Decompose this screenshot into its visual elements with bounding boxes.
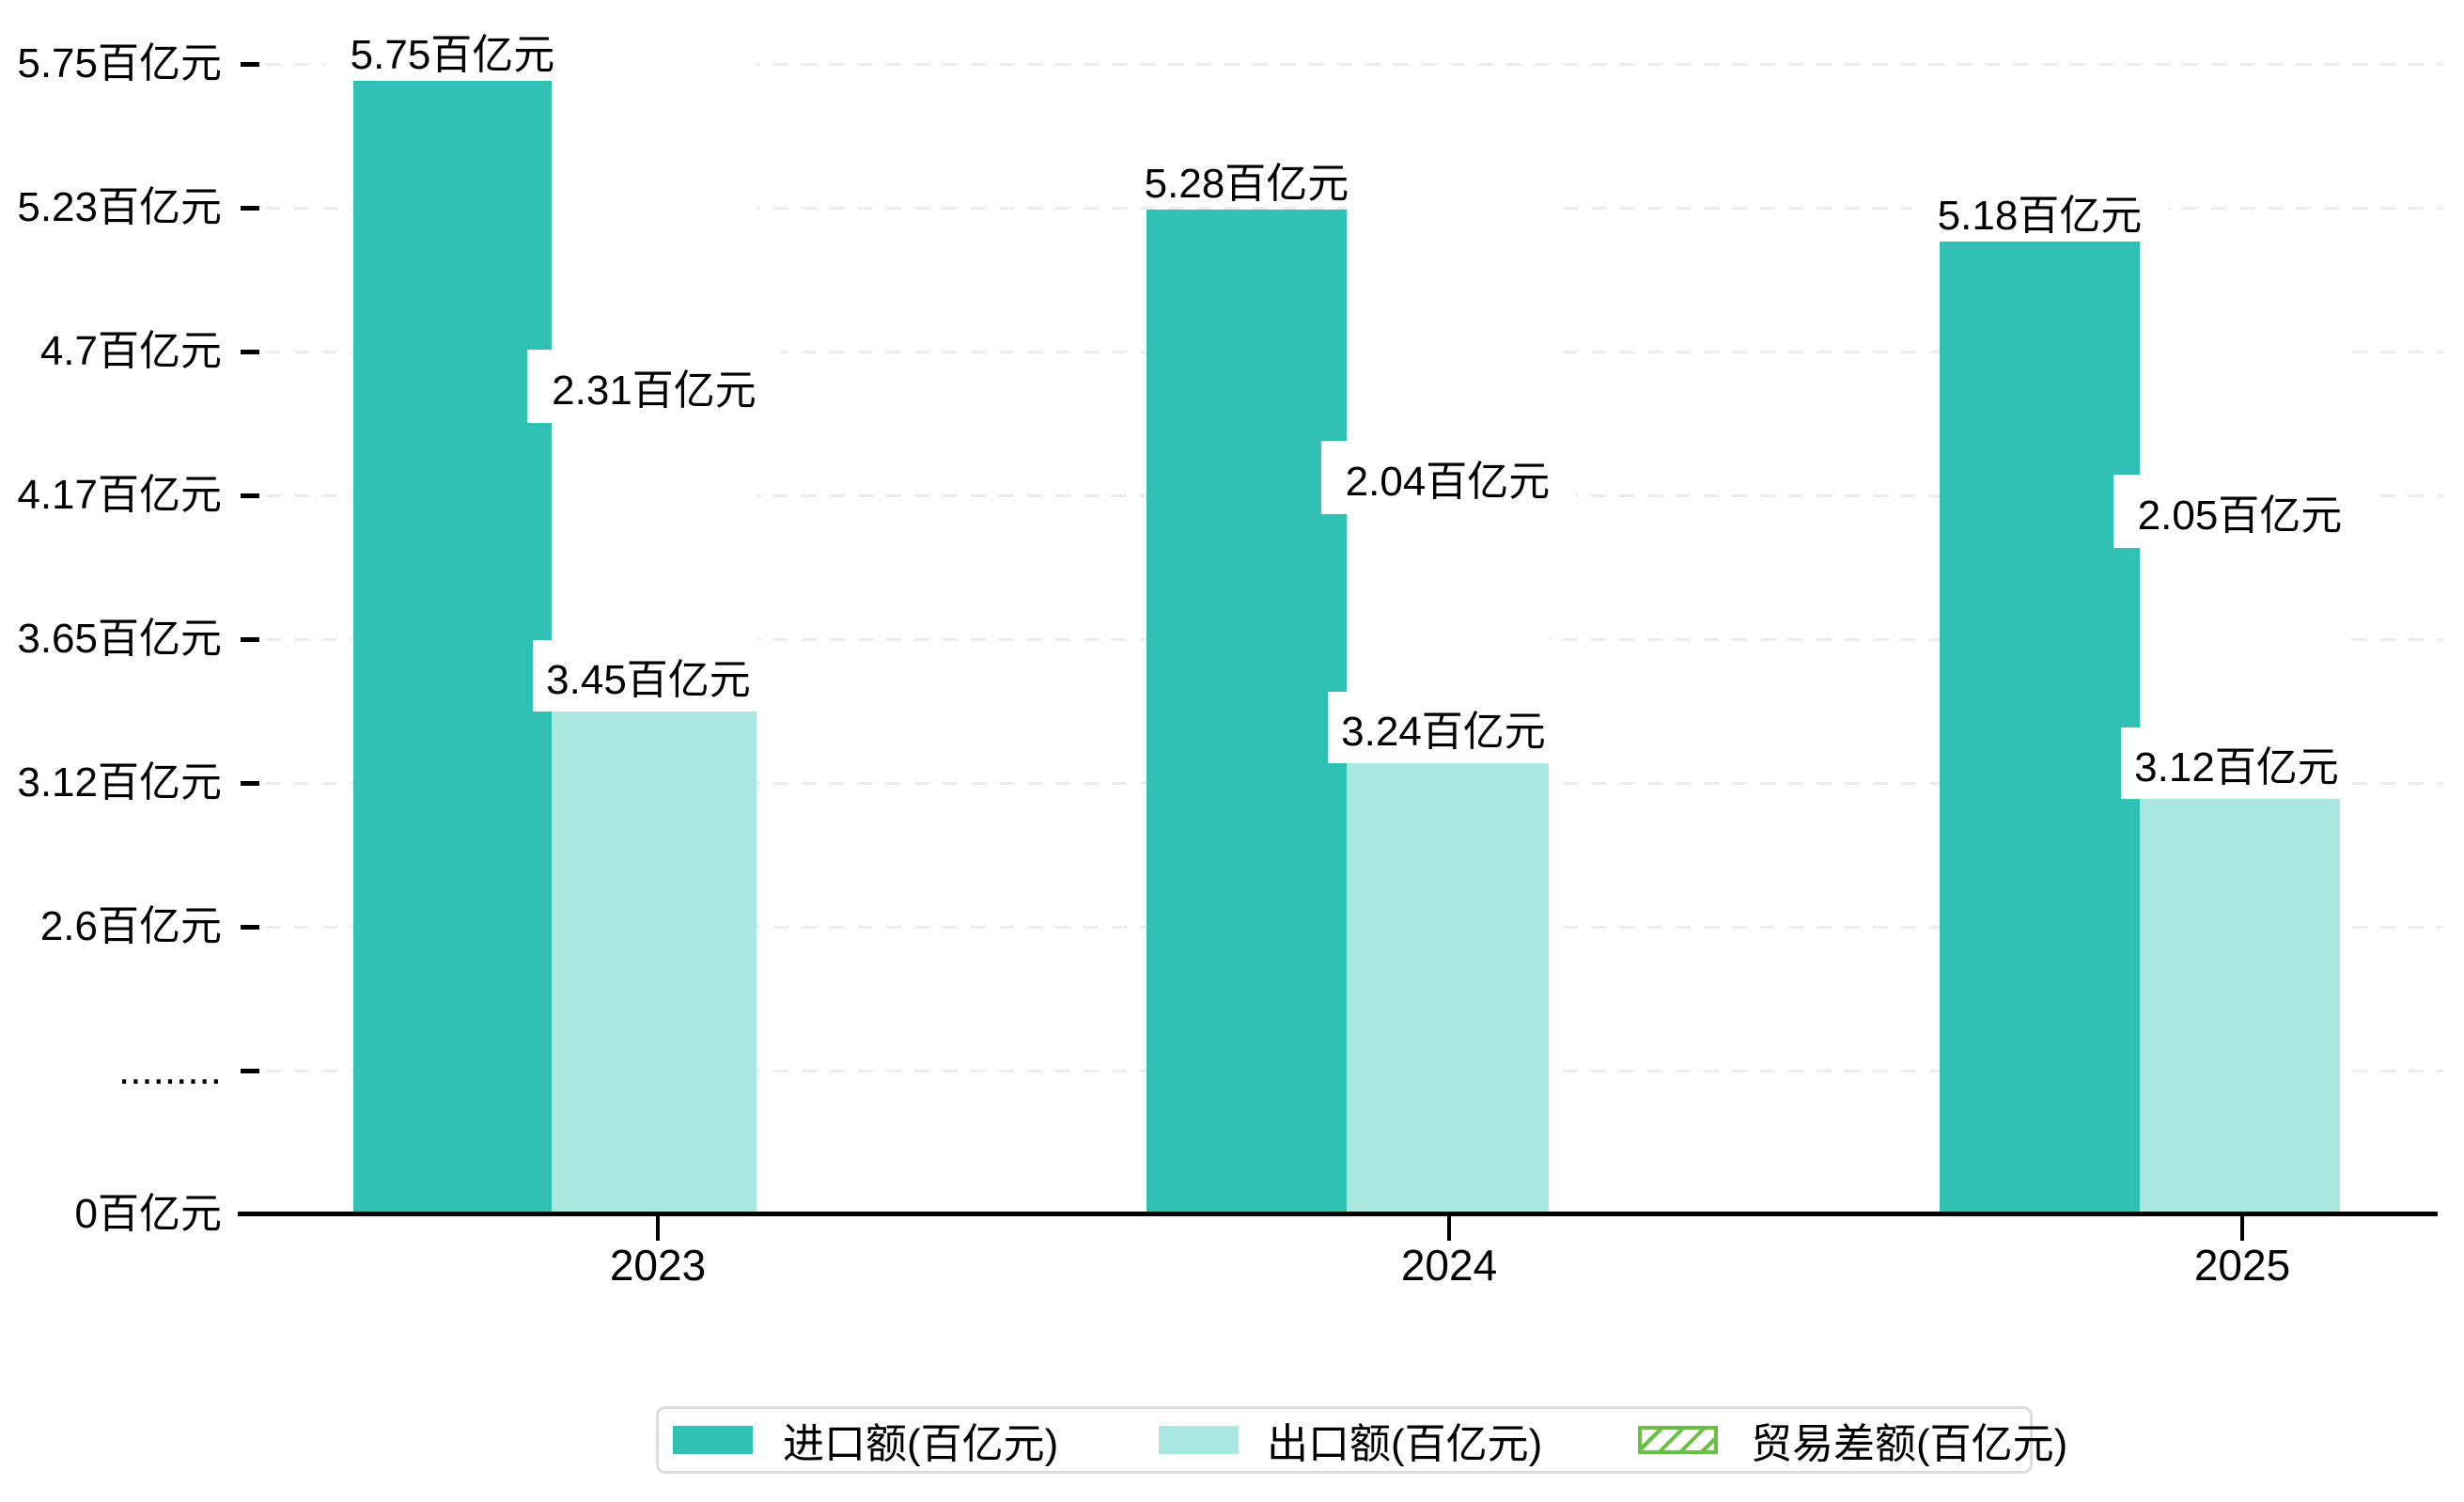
- label-import-2023: 5.75百亿元: [325, 26, 580, 78]
- legend-import-label: 进口额(百亿元): [783, 1421, 1059, 1467]
- x-tick-mark-2025: [2240, 1216, 2244, 1241]
- y-tick-mark-2: [241, 350, 259, 354]
- legend-export-swatch: [1159, 1426, 1239, 1454]
- bar-import-2025: [1940, 242, 2140, 1212]
- y-tick-mark-5: [241, 781, 259, 786]
- x-tick-mark-2023: [656, 1216, 660, 1241]
- y-tick-label-1: 5.23百亿元: [17, 184, 222, 230]
- label-import-2025: 5.18百亿元: [1911, 187, 2168, 239]
- label-export-2024: 3.24百亿元: [1328, 692, 1559, 763]
- y-tick-mark-6: [241, 925, 259, 930]
- y-tick-label-7: .........: [117, 1047, 222, 1093]
- gridline-0: [266, 63, 2443, 66]
- label-diff-2023: 2.31百亿元: [527, 349, 781, 423]
- label-export-2023: 3.45百亿元: [533, 640, 764, 712]
- y-tick-label-2: 4.7百亿元: [39, 328, 222, 374]
- label-diff-2025: 2.05百亿元: [2113, 475, 2367, 548]
- y-tick-mark-3: [241, 493, 259, 498]
- label-export-2025: 3.12百亿元: [2121, 728, 2352, 799]
- y-tick-label-6: 2.6百亿元: [39, 903, 222, 949]
- y-tick-label-4: 3.65百亿元: [17, 616, 222, 662]
- label-import-2024: 5.28百亿元: [1118, 155, 1375, 207]
- legend-diff-label: 贸易差额(百亿元): [1751, 1421, 2068, 1467]
- bar-export-2024: [1347, 763, 1549, 1212]
- y-tick-mark-0: [241, 62, 259, 67]
- x-tick-label-2024: 2024: [1400, 1241, 1498, 1290]
- y-tick-mark-1: [241, 206, 259, 211]
- x-tick-mark-2024: [1447, 1216, 1451, 1241]
- legend-export-label: 出口额(百亿元): [1267, 1421, 1543, 1467]
- legend: 进口额(百亿元) 出口额(百亿元) 贸易差额(百亿元): [656, 1406, 2067, 1474]
- y-tick-label-8: 0百亿元: [74, 1191, 222, 1237]
- bar-export-2023: [552, 712, 756, 1212]
- bar-import-2024: [1146, 210, 1347, 1212]
- x-tick-label-2025: 2025: [2193, 1241, 2291, 1290]
- x-tick-label-2023: 2023: [609, 1241, 707, 1290]
- legend-diff-swatch: [1638, 1426, 1718, 1454]
- y-tick-mark-7: [241, 1069, 259, 1073]
- y-tick-mark-4: [241, 637, 259, 642]
- bar-export-2025: [2140, 799, 2340, 1212]
- bar-import-2023: [353, 81, 552, 1212]
- label-diff-2024: 2.04百亿元: [1320, 441, 1575, 514]
- y-tick-label-0: 5.75百亿元: [17, 40, 222, 86]
- y-tick-label-5: 3.12百亿元: [17, 759, 222, 806]
- x-axis-line: [238, 1212, 2438, 1216]
- y-tick-label-3: 4.17百亿元: [17, 472, 222, 518]
- legend-import-swatch: [673, 1426, 753, 1454]
